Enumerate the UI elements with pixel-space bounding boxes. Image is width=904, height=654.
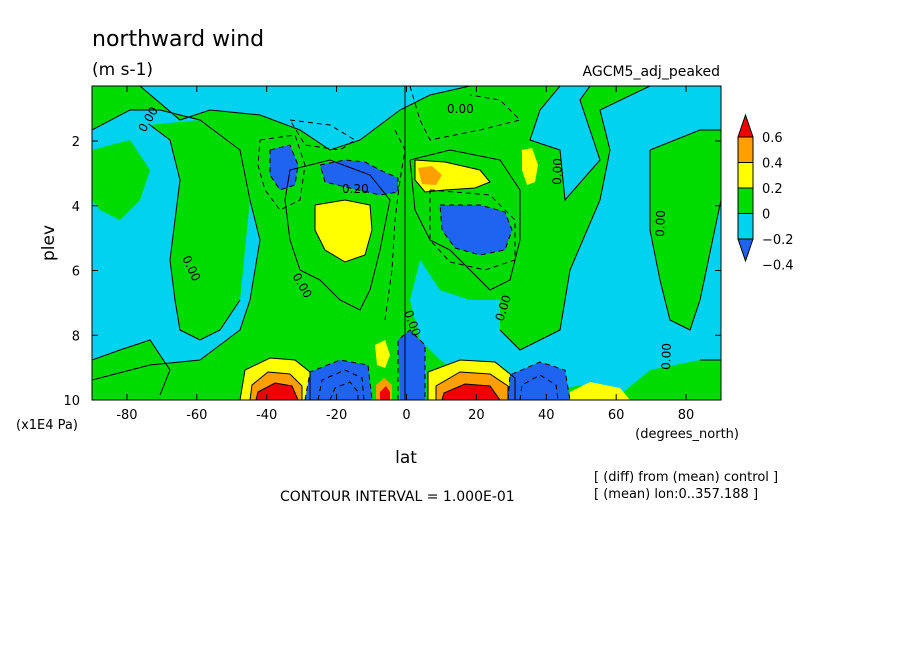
colorbar-label: 0.2: [762, 182, 783, 197]
contour-label: 0.20: [342, 182, 369, 196]
y-tick-label: 4: [72, 200, 80, 215]
x-tick-label: 60: [608, 408, 625, 423]
x-tick-label: -40: [256, 408, 277, 423]
plot-area: 0.00 0.00 0.00 0.00 0.00 0.00 0.00 0.00 …: [92, 86, 721, 400]
colorbar-label: 0.6: [762, 131, 783, 146]
contour-label: 0.00: [447, 102, 474, 116]
x-tick-label: 40: [538, 408, 555, 423]
colorbar-swatch: [737, 136, 754, 163]
colorbar-label: −0.4: [762, 259, 794, 274]
x-tick-label: 80: [678, 408, 695, 423]
mean-note: [ (mean) lon:0..357.188 ]: [594, 487, 758, 502]
y-tick-label: 6: [72, 265, 80, 280]
y-tick-label: 8: [72, 329, 80, 344]
x-axis: -80 -60 -40 -20 0 20 40 60 80: [116, 86, 694, 423]
run-label: AGCM5_adj_peaked: [583, 64, 720, 80]
y-tick-label: 10: [63, 394, 80, 409]
colorbar-swatch: [737, 162, 754, 189]
colorbar: 0.6 0.4 0.2 0 −0.2 −0.4: [737, 113, 794, 274]
contour-label: 0.00: [550, 158, 565, 185]
colorbar-label: −0.2: [762, 233, 794, 248]
colorbar-label: 0: [762, 208, 770, 223]
contour-fill-blue: [270, 145, 570, 400]
colorbar-label: 0.4: [762, 157, 783, 172]
y-axis-unit: (x1E4 Pa): [16, 418, 78, 433]
x-tick-label: 20: [468, 408, 485, 423]
x-tick-label: 0: [402, 408, 410, 423]
contour-label: 0.00: [659, 343, 674, 370]
x-tick-label: -20: [326, 408, 347, 423]
contour-label: 0.00: [653, 210, 668, 237]
chart-units: (m s-1): [92, 60, 153, 80]
y-axis: 2 4 6 8 10: [63, 135, 721, 409]
contour-lines-solid: [92, 86, 721, 400]
y-tick-label: 2: [72, 135, 80, 150]
colorbar-swatch: [737, 187, 754, 214]
x-axis-label: lat: [395, 448, 417, 468]
x-axis-unit: (degrees_north): [635, 427, 739, 442]
diff-note: [ (diff) from (mean) control ]: [594, 470, 778, 485]
colorbar-swatch: [737, 213, 754, 240]
contour-lines-dashed: [257, 86, 571, 400]
y-axis-label: plev: [39, 225, 59, 261]
chart-title: northward wind: [92, 27, 264, 52]
x-tick-label: -60: [186, 408, 207, 423]
contour-interval-note: CONTOUR INTERVAL = 1.000E-01: [280, 489, 515, 505]
colorbar-arrow-bottom: [737, 238, 754, 263]
x-tick-label: -80: [116, 408, 137, 423]
